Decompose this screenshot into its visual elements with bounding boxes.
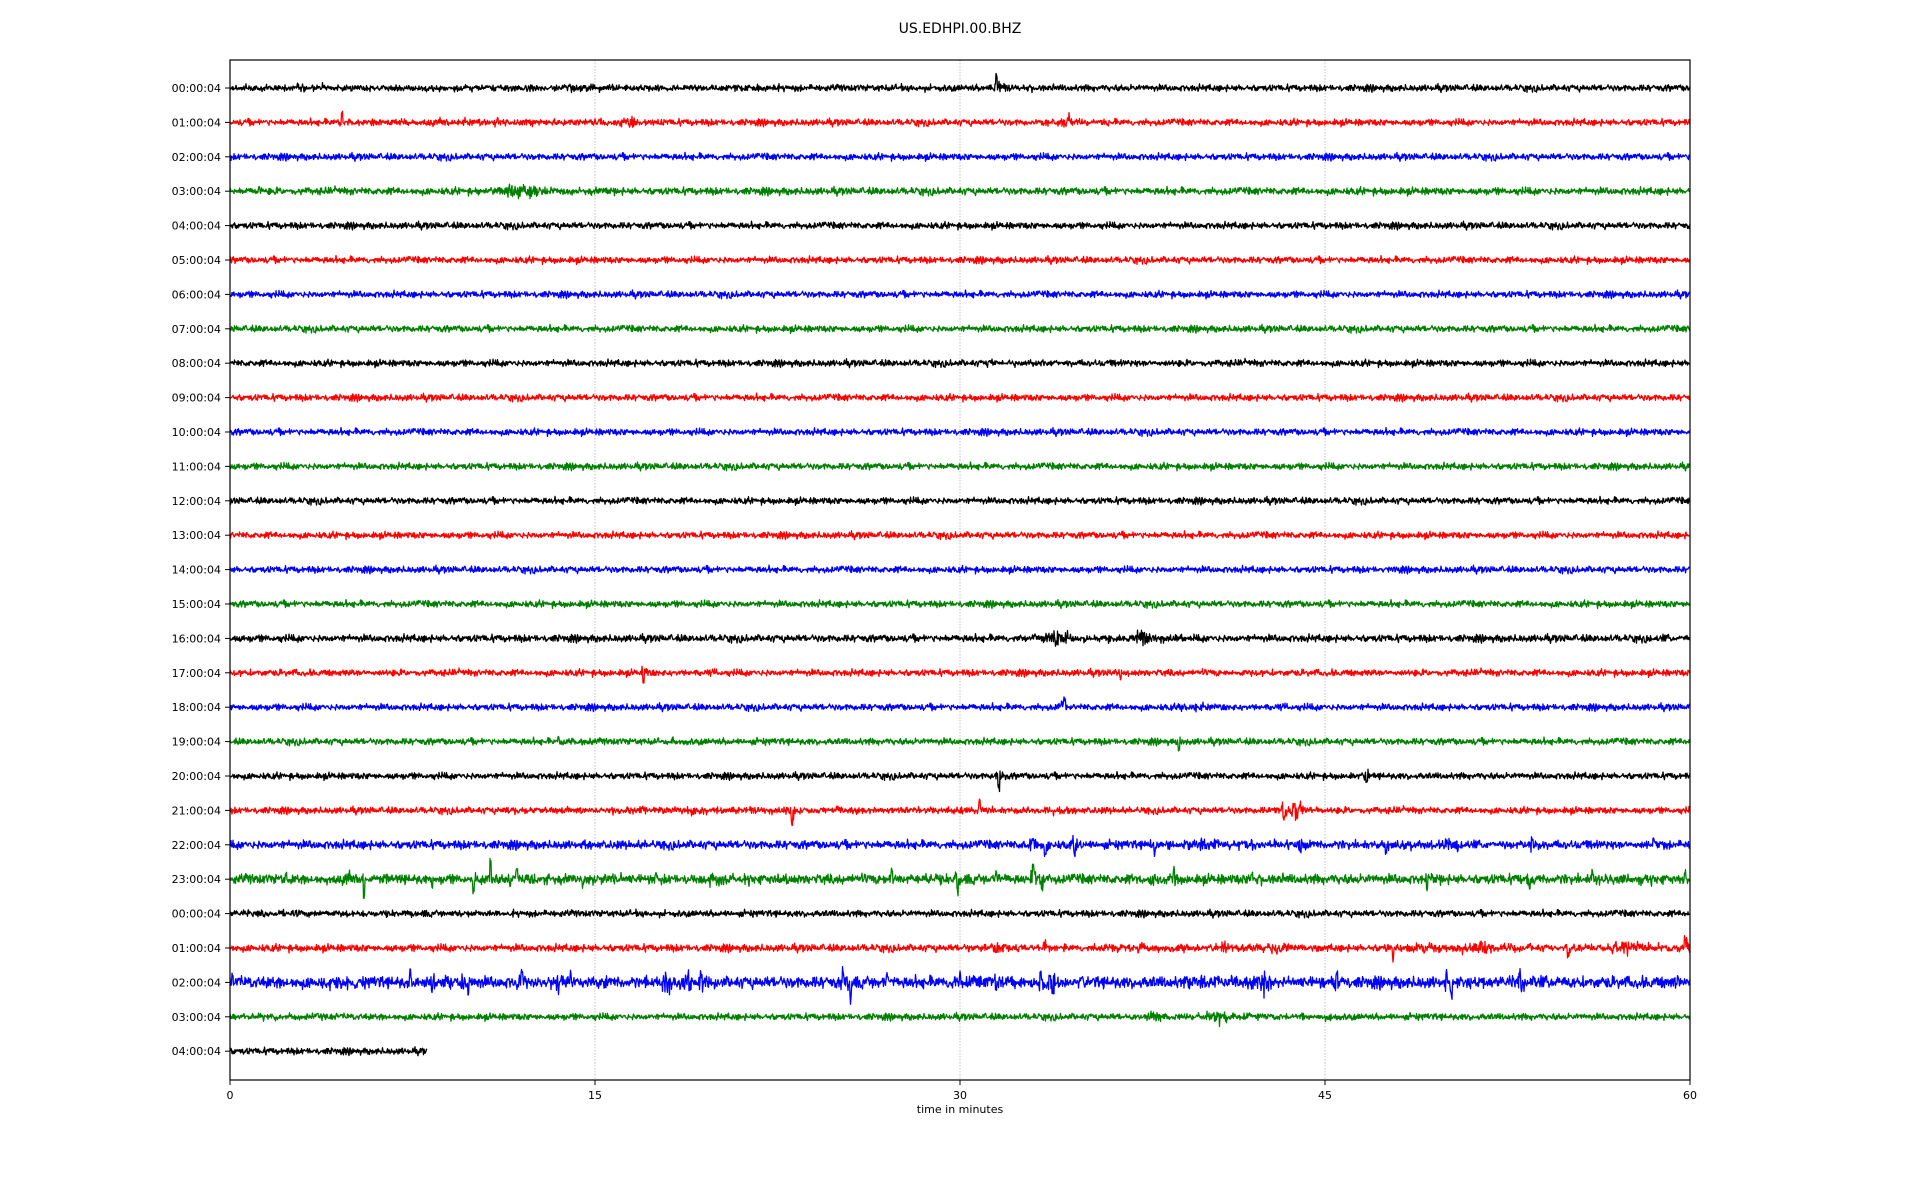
trace-row-24	[229, 908, 1691, 919]
x-tick-label: 30	[953, 1089, 967, 1102]
trace-row-10	[229, 426, 1691, 438]
trace-row-21	[229, 798, 1691, 827]
trace-row-28	[229, 1046, 428, 1057]
x-tick-label: 0	[227, 1089, 234, 1102]
row-time-label: 08:00:04	[172, 357, 221, 370]
trace-row-5	[229, 254, 1691, 266]
trace-row-14	[229, 564, 1691, 575]
row-time-label: 01:00:04	[172, 116, 221, 129]
row-time-label: 10:00:04	[172, 426, 221, 439]
trace-row-20	[229, 768, 1691, 793]
chart-title: US.EDHPI.00.BHZ	[898, 21, 1022, 37]
trace-row-19	[229, 735, 1691, 752]
row-time-label: 07:00:04	[172, 323, 221, 336]
trace-row-16	[229, 629, 1691, 647]
trace-row-13	[229, 530, 1691, 541]
row-time-label: 03:00:04	[172, 1011, 221, 1024]
trace-row-26	[229, 966, 1691, 1005]
row-time-label: 01:00:04	[172, 942, 221, 955]
row-time-label: 12:00:04	[172, 495, 221, 508]
row-time-label: 19:00:04	[172, 736, 221, 749]
row-time-label: 16:00:04	[172, 632, 221, 645]
trace-row-27	[229, 1010, 1691, 1028]
row-time-label: 14:00:04	[172, 564, 221, 577]
trace-row-4	[229, 220, 1691, 231]
row-time-label: 13:00:04	[172, 529, 221, 542]
trace-row-8	[229, 357, 1691, 369]
row-time-label: 06:00:04	[172, 288, 221, 301]
x-tick-label: 45	[1318, 1089, 1332, 1102]
trace-row-23	[229, 857, 1691, 900]
row-time-label: 03:00:04	[172, 185, 221, 198]
row-time-label: 11:00:04	[172, 460, 221, 473]
trace-row-1	[229, 110, 1691, 128]
trace-row-2	[229, 151, 1691, 162]
trace-row-9	[229, 392, 1691, 403]
row-time-label: 22:00:04	[172, 839, 221, 852]
row-time-label: 09:00:04	[172, 392, 221, 405]
row-time-label: 02:00:04	[172, 976, 221, 989]
row-time-label: 00:00:04	[172, 908, 221, 921]
row-time-label: 23:00:04	[172, 873, 221, 886]
trace-row-22	[229, 834, 1691, 858]
row-time-label: 02:00:04	[172, 151, 221, 164]
x-tick-label: 15	[588, 1089, 602, 1102]
trace-row-18	[229, 696, 1691, 713]
trace-row-6	[229, 289, 1691, 300]
x-axis-label: time in minutes	[916, 1103, 1004, 1116]
row-time-label: 17:00:04	[172, 667, 221, 680]
trace-row-3	[229, 183, 1691, 200]
row-time-label: 21:00:04	[172, 804, 221, 817]
trace-row-17	[229, 665, 1691, 684]
trace-row-0	[229, 72, 1691, 94]
row-time-label: 05:00:04	[172, 254, 221, 267]
trace-row-12	[229, 495, 1691, 506]
trace-row-25	[229, 935, 1691, 963]
trace-row-15	[229, 598, 1691, 610]
row-time-label: 00:00:04	[172, 82, 221, 95]
x-tick-label: 60	[1683, 1089, 1697, 1102]
row-time-label: 18:00:04	[172, 701, 221, 714]
row-time-label: 15:00:04	[172, 598, 221, 611]
row-time-label: 20:00:04	[172, 770, 221, 783]
trace-row-11	[229, 461, 1691, 472]
trace-row-7	[229, 323, 1691, 334]
row-time-label: 04:00:04	[172, 1045, 221, 1058]
row-time-label: 04:00:04	[172, 220, 221, 233]
